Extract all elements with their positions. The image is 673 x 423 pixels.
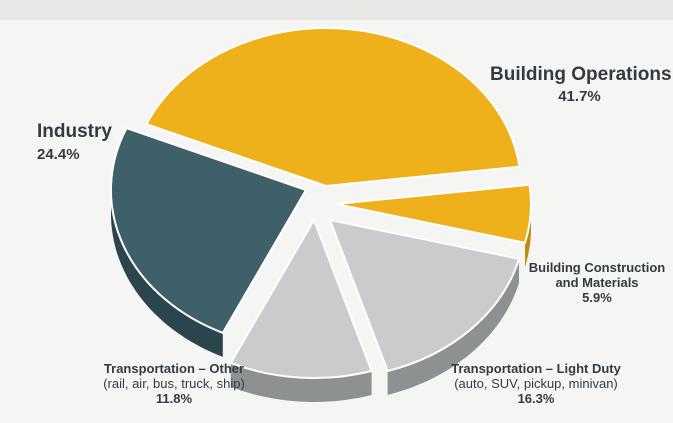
slice-label-transportation-other: Transportation – Other (rail, air, bus, … xyxy=(70,361,278,407)
slice-name-transportation-light-duty: Transportation – Light Duty xyxy=(451,361,621,376)
pie-slice-transportation-light-duty xyxy=(328,218,521,395)
slice-value-transportation-other: 11.8% xyxy=(155,390,193,406)
slice-value-building-operations: 41.7% xyxy=(558,87,601,105)
slice-label-building-operations: Building Operations 41.7% xyxy=(486,64,673,105)
slice-name-building-operations: Building Operations xyxy=(490,64,672,85)
background-band xyxy=(0,0,673,20)
pie-slice-transportation-other xyxy=(229,217,373,402)
slice-subtitle-transportation-other: (rail, air, bus, truck, ship) xyxy=(103,375,245,391)
slice-label-industry: Industry 24.4% xyxy=(37,121,112,163)
slice-label-building-construction: Building Construction and Materials 5.9% xyxy=(521,261,673,306)
slice-label-transportation-light-duty: Transportation – Light Duty (auto, SUV, … xyxy=(428,361,644,407)
pie-slice-top-transportation-other xyxy=(229,217,373,380)
slice-name-building-construction: Building Construction and Materials xyxy=(528,261,666,290)
pie-slice-side-industry xyxy=(111,187,223,357)
pie-slice-building-construction-and-materials xyxy=(335,183,532,267)
pie-slice-building-operations xyxy=(145,27,521,188)
slice-value-industry: 24.4% xyxy=(37,145,80,163)
pie-slice-industry xyxy=(109,126,308,357)
pie-slice-top-transportation-light-duty xyxy=(328,218,521,373)
pie-slice-side-transportation-other xyxy=(230,362,372,402)
slice-name-industry: Industry xyxy=(37,121,112,142)
slice-name-transportation-other: Transportation – Other xyxy=(103,361,245,376)
pie-slice-top-industry xyxy=(109,126,308,335)
pie-slice-top-building-operations xyxy=(145,27,521,188)
slice-value-building-construction: 5.9% xyxy=(582,289,612,305)
pie-slice-top-building-construction-and-materials xyxy=(335,183,532,244)
slice-value-transportation-light-duty: 16.3% xyxy=(517,390,555,406)
slice-subtitle-transportation-light-duty: (auto, SUV, pickup, minivan) xyxy=(454,375,618,391)
